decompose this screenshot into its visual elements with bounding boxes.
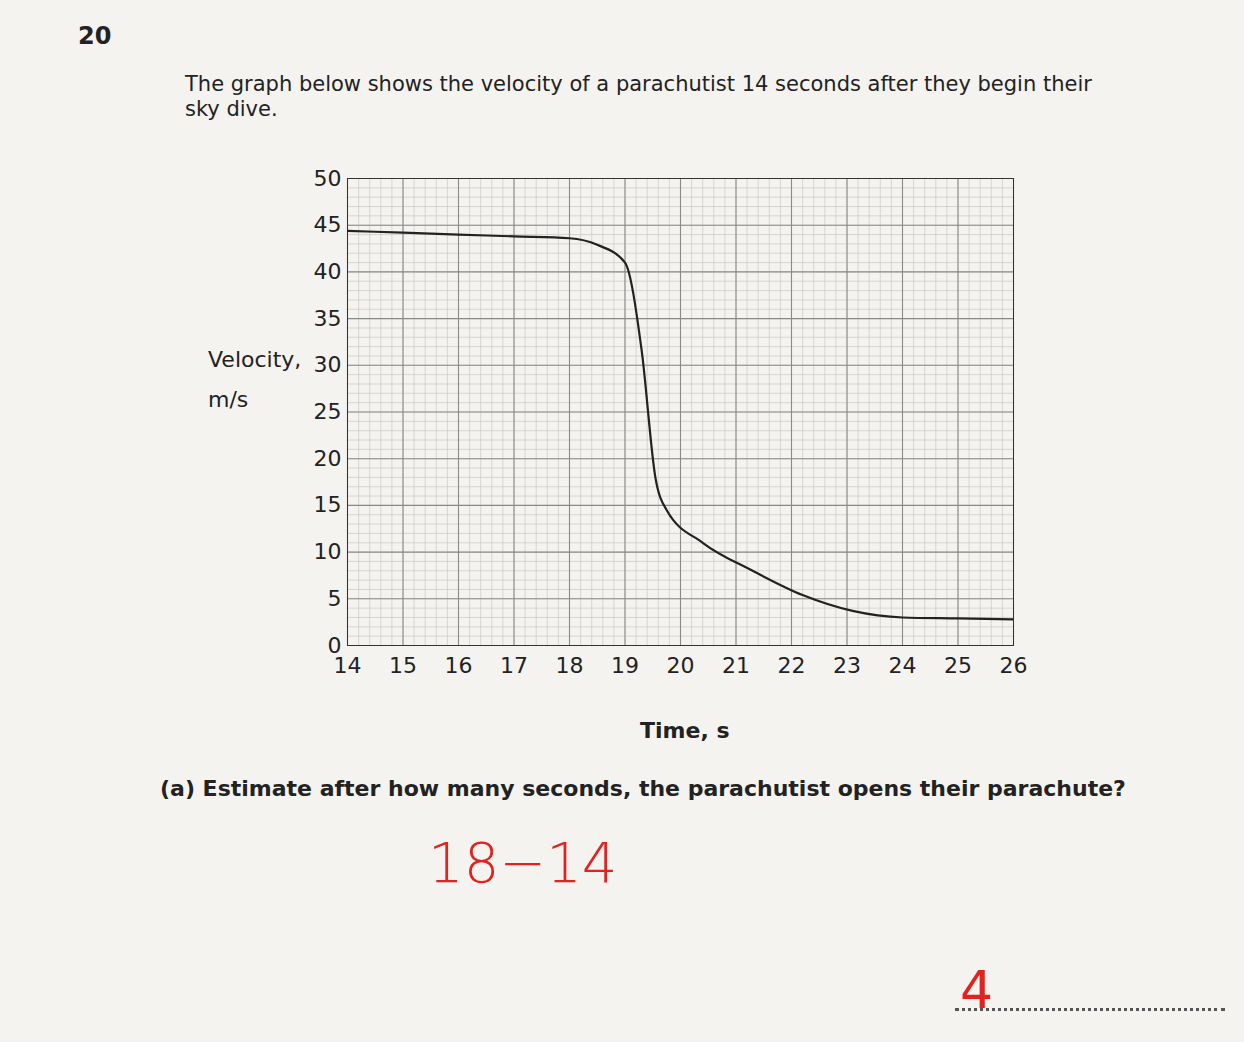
svg-text:30: 30 xyxy=(314,352,342,377)
svg-text:25: 25 xyxy=(314,399,342,424)
html-text:m/s: m/s xyxy=(208,387,249,412)
svg-text:35: 35 xyxy=(314,306,342,331)
svg-text:17: 17 xyxy=(500,653,528,678)
svg-text:26: 26 xyxy=(1000,653,1028,678)
svg-text:5: 5 xyxy=(328,586,342,611)
svg-text:20: 20 xyxy=(667,653,695,678)
svg-text:25: 25 xyxy=(944,653,972,678)
html-text:4: 4 xyxy=(960,960,994,1020)
html-text:20: 20 xyxy=(78,22,112,50)
html-text:The graph below shows the velo: The graph below shows the velocity of a … xyxy=(185,72,1092,122)
svg-text:50: 50 xyxy=(314,166,342,191)
svg-text:45: 45 xyxy=(314,212,342,237)
svg-text:18: 18 xyxy=(556,653,584,678)
svg-text:40: 40 xyxy=(314,259,342,284)
svg-text:14: 14 xyxy=(333,653,362,679)
svg-text:23: 23 xyxy=(833,653,861,678)
svg-text:16: 16 xyxy=(445,653,473,678)
svg-text:15: 15 xyxy=(314,492,342,517)
html-text:18−14: 18−14 xyxy=(428,830,618,895)
svg-text:21: 21 xyxy=(722,653,750,678)
svg-text:15: 15 xyxy=(389,653,417,678)
html-text:Velocity,: Velocity, xyxy=(208,347,302,372)
svg-text:10: 10 xyxy=(314,539,342,564)
svg-text:22: 22 xyxy=(778,653,806,678)
html-text:Time, s: Time, s xyxy=(640,718,730,743)
svg-text:19: 19 xyxy=(611,653,639,678)
svg-text:20: 20 xyxy=(314,446,342,471)
svg-text:0: 0 xyxy=(328,633,342,658)
html-text:(a) Estimate after how many se: (a) Estimate after how many seconds, the… xyxy=(160,776,1126,801)
svg-text:24: 24 xyxy=(889,653,917,678)
